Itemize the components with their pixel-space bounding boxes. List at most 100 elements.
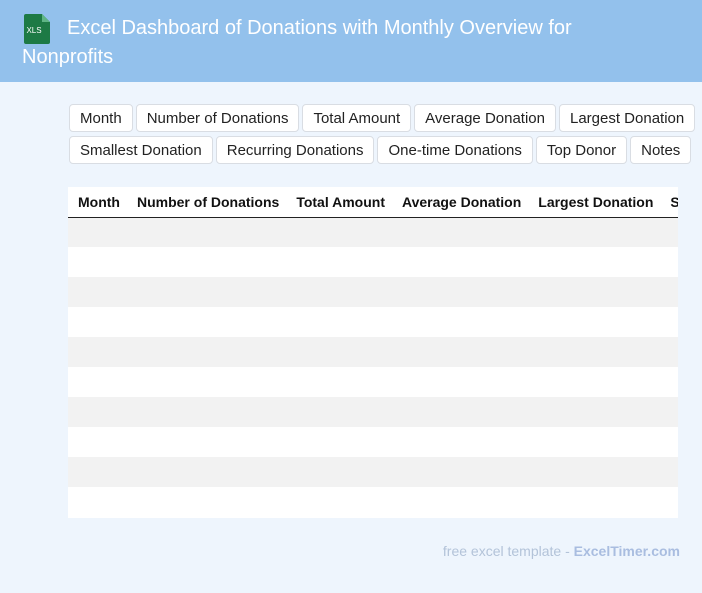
table-cell: [127, 427, 286, 457]
table-cell: [528, 487, 660, 517]
table-row: [68, 247, 678, 277]
table-cell: [528, 337, 660, 367]
table-row: [68, 397, 678, 427]
table-cell: [660, 427, 678, 457]
table-cell: [68, 217, 127, 247]
table-row: [68, 277, 678, 307]
table-cell: [68, 487, 127, 517]
table-cell: [286, 367, 392, 397]
column-chip[interactable]: Month: [69, 104, 133, 132]
column-header: Month: [68, 187, 127, 218]
table-cell: [127, 307, 286, 337]
table-cell: [660, 337, 678, 367]
table-cell: [528, 307, 660, 337]
table: Month Number of Donations Total Amount Aver…: [68, 187, 678, 517]
table-container: Month Number of Donations Total Amount Aver…: [68, 187, 678, 518]
column-header: Smallest Donation: [660, 187, 678, 218]
header-row: Month Number of Donations Total Amount Aver…: [68, 187, 678, 218]
table-cell: [68, 247, 127, 277]
table-cell: [286, 337, 392, 367]
table-cell: [392, 217, 528, 247]
table-cell: [68, 397, 127, 427]
table-cell: [660, 367, 678, 397]
table-cell: [660, 247, 678, 277]
table-cell: [127, 397, 286, 427]
table-row: [68, 427, 678, 457]
column-header: Average Donation: [391, 187, 529, 218]
footer-text: free excel template -: [442, 543, 574, 559]
table-cell: [68, 277, 127, 307]
table-cell: [660, 457, 678, 487]
table-row: [68, 367, 678, 397]
footer: free excel template - ExcelTimer.com: [443, 543, 680, 559]
table-cell: [127, 487, 286, 517]
column-chip[interactable]: Average Donation: [414, 104, 556, 132]
column-header: Total Amount: [286, 187, 392, 218]
table-cell: [392, 247, 528, 277]
table-row: [68, 457, 678, 487]
table-cell: [68, 337, 127, 367]
table-cell: [528, 367, 660, 397]
column-chip[interactable]: Notes: [630, 136, 692, 164]
table-cell: [528, 457, 660, 487]
table-cell: [286, 307, 392, 337]
column-chip[interactable]: Largest Donation: [558, 104, 696, 132]
column-chip[interactable]: Recurring Donations: [215, 136, 375, 164]
table-cell: [127, 367, 286, 397]
table-cell: [528, 397, 660, 427]
table-cell: [127, 457, 286, 487]
column-chip[interactable]: Top Donor: [535, 136, 628, 164]
chip-row: Smallest Donation Recurring Donations One-…: [69, 136, 695, 164]
table-cell: [528, 217, 660, 247]
table-cell: [286, 457, 392, 487]
column-header: Number of Donations: [126, 187, 287, 218]
table-row: [68, 487, 678, 517]
column-chip[interactable]: Smallest Donation: [69, 136, 213, 164]
table-cell: [392, 307, 528, 337]
table-cell: [127, 337, 286, 367]
table-cell: [392, 457, 528, 487]
header: XLS Excel Dashboard of Donations with Mo…: [0, 0, 702, 82]
table-cell: [660, 217, 678, 247]
table-cell: [392, 277, 528, 307]
table-row: [68, 307, 678, 337]
table-cell: [286, 247, 392, 277]
column-chip[interactable]: One-time Donations: [377, 136, 533, 164]
xls-icon: XLS: [24, 14, 50, 44]
title: Excel Dashboard of Donations with Monthl…: [22, 17, 572, 68]
table-cell: [127, 217, 286, 247]
column-chip[interactable]: Total Amount: [302, 104, 412, 132]
footer-link[interactable]: ExcelTimer.com: [573, 543, 680, 559]
table-cell: [660, 397, 678, 427]
table-cell: [392, 427, 528, 457]
table-cell: [286, 277, 392, 307]
toolbar: Month Number of Donations Total Amount Aver…: [69, 104, 696, 168]
table-cell: [286, 487, 392, 517]
table-cell: [660, 487, 678, 517]
table-cell: [127, 247, 286, 277]
chip-row: Month Number of Donations Total Amount Aver…: [69, 104, 696, 132]
column-chip[interactable]: Number of Donations: [135, 104, 300, 132]
table-cell: [68, 457, 127, 487]
table-cell: [392, 337, 528, 367]
icon-label: XLS: [26, 26, 41, 35]
table-cell: [286, 397, 392, 427]
table-cell: [286, 217, 392, 247]
table-cell: [392, 397, 528, 427]
table-row: [68, 337, 678, 367]
table-cell: [392, 487, 528, 517]
table-cell: [392, 367, 528, 397]
table-cell: [528, 427, 660, 457]
column-header: Largest Donation: [528, 187, 661, 218]
table-cell: [528, 247, 660, 277]
table-row: [68, 217, 678, 247]
table-cell: [660, 307, 678, 337]
table-cell: [127, 277, 286, 307]
table-cell: [660, 277, 678, 307]
table-cell: [528, 277, 660, 307]
table-cell: [68, 367, 127, 397]
table-cell: [68, 307, 127, 337]
table-cell: [68, 427, 127, 457]
table-cell: [286, 427, 392, 457]
